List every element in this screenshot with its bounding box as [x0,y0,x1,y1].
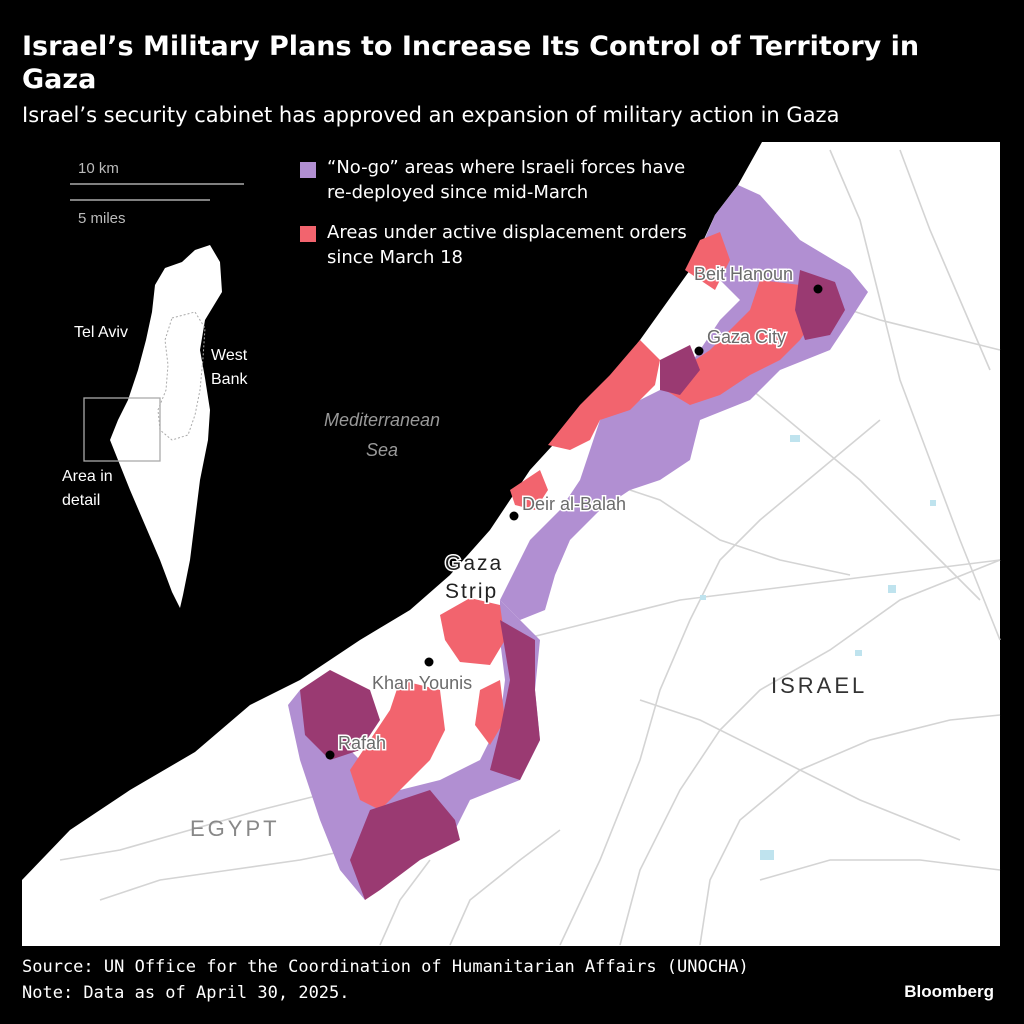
city-label-beit-hanoun: Beit Hanoun [694,264,793,284]
israel-label: ISRAEL [771,673,867,698]
source-note: Source: UN Office for the Coordination o… [22,957,749,977]
inset-map [83,245,222,608]
roads [59,149,1001,946]
city-label-khan-younis: Khan Younis [372,673,472,693]
displacement-areas [350,232,820,810]
legend-swatch-displacement [300,226,316,242]
city-label-deir-al-balah: Deir al-Balah [522,494,626,514]
city-dot-rafah [325,750,335,760]
scale-label-km: 10 km [78,160,119,177]
city-dot-gaza-city [694,346,704,356]
legend-label-displacement: Areas under active displacement orders s… [327,222,687,268]
egypt-label: EGYPT [190,816,280,841]
city-label-gaza-city: Gaza City [707,327,786,347]
chart-subtitle: Israel’s security cabinet has approved a… [22,103,840,127]
bloomberg-logo: Bloomberg [904,982,994,1001]
city-label-rafah: Rafah [338,733,386,753]
inset-label-west-bank: West Bank [211,347,248,388]
city-dot-beit-hanoun [813,284,823,294]
sea-label-line1: Mediterranean [324,410,440,430]
scale-label-miles: 5 miles [78,210,126,227]
inset-israel-shape [110,245,222,608]
gaza-strip-label: Gaza [445,552,503,575]
sea-label-line2: Sea [366,440,398,460]
overlap-areas [300,270,845,900]
legend-swatch-no-go [300,162,316,178]
inset-area-box [83,397,161,462]
chart-title: Israel’s Military Plans to Increase Its … [22,31,920,95]
inset-label-tel-aviv: Tel Aviv [74,324,128,341]
gaza-strip-label-2: Strip [445,580,498,603]
data-note: Note: Data as of April 30, 2025. [22,983,350,1003]
legend-label-no-go: “No-go” areas where Israeli forces have … [327,157,686,203]
water-bodies [700,435,936,860]
city-dot-khan-younis [424,657,434,667]
city-dots [325,284,823,760]
city-dot-deir-al-balah [509,511,519,521]
inset-label-area-in-detail: Area in detail [62,468,113,509]
